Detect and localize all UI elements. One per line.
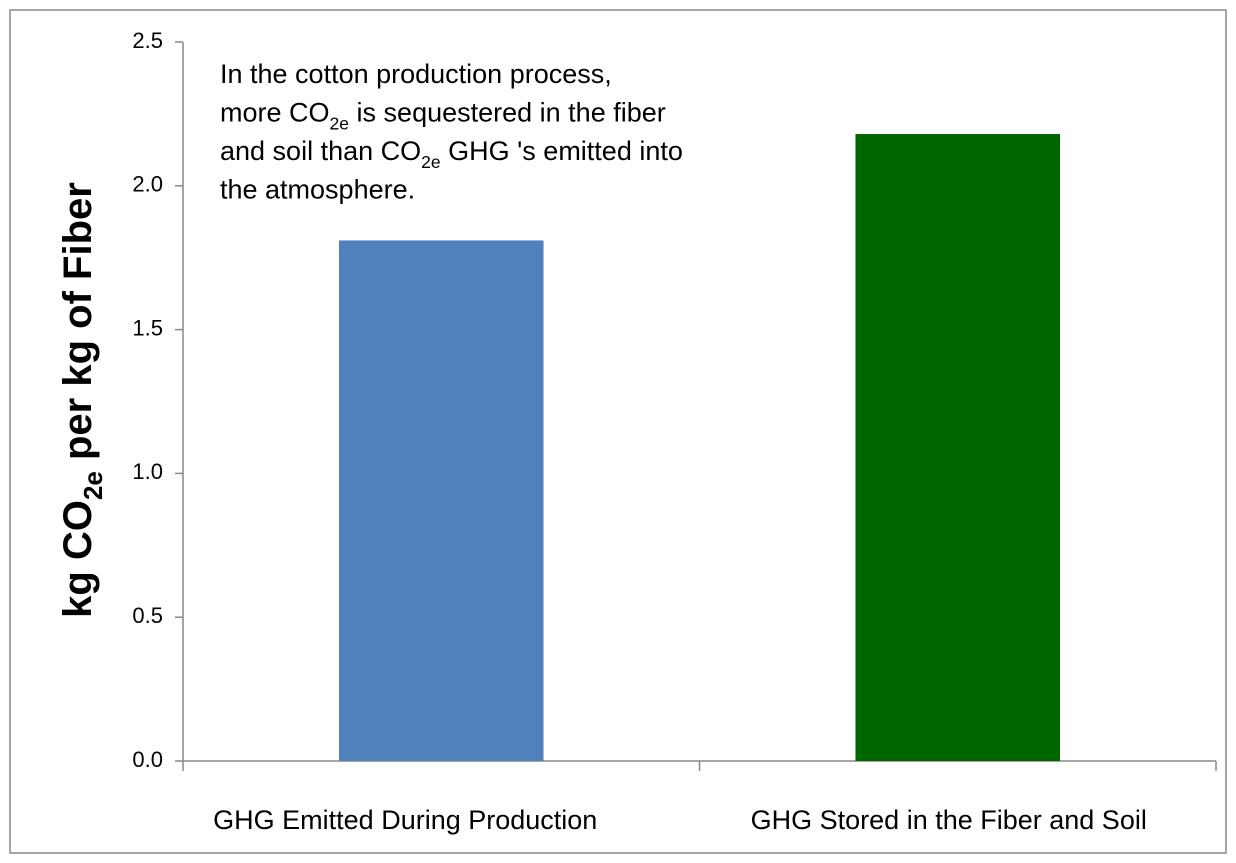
text-run: and soil than CO	[220, 136, 421, 166]
annotation-line: more CO2e is sequestered in the fiber	[220, 98, 666, 134]
annotation-line: the atmosphere.	[220, 175, 415, 205]
y-tick-label: 0.0	[132, 747, 163, 772]
annotation-line: In the cotton production process,	[220, 59, 612, 89]
text-run: is sequestered in the fiber	[349, 98, 666, 128]
annotation-line: and soil than CO2e GHG 's emitted into	[220, 136, 683, 172]
text-run: kg CO	[56, 500, 100, 618]
subscript: 2e	[421, 152, 441, 172]
text-run: GHG 's emitted into	[441, 136, 683, 166]
y-axis-label: kg CO2e per kg of Fiber	[56, 182, 108, 618]
x-tick-label: GHG Emitted During Production	[213, 805, 597, 835]
text-run: In the cotton production process,	[220, 59, 612, 89]
x-tick-label: GHG Stored in the Fiber and Soil	[751, 805, 1147, 835]
text-run: per kg of Fiber	[56, 182, 100, 471]
text-run: the atmosphere.	[220, 175, 415, 205]
y-tick-label: 2.0	[132, 172, 163, 197]
subscript: 2e	[330, 113, 350, 133]
y-tick-label: 1.5	[132, 315, 163, 340]
bar	[855, 134, 1061, 762]
y-tick-label: 1.0	[132, 459, 163, 484]
subscript: 2e	[78, 471, 108, 500]
text-run: more CO	[220, 98, 330, 128]
bar	[338, 240, 544, 762]
y-tick-label: 0.5	[132, 603, 163, 628]
y-tick-label: 2.5	[132, 28, 163, 53]
